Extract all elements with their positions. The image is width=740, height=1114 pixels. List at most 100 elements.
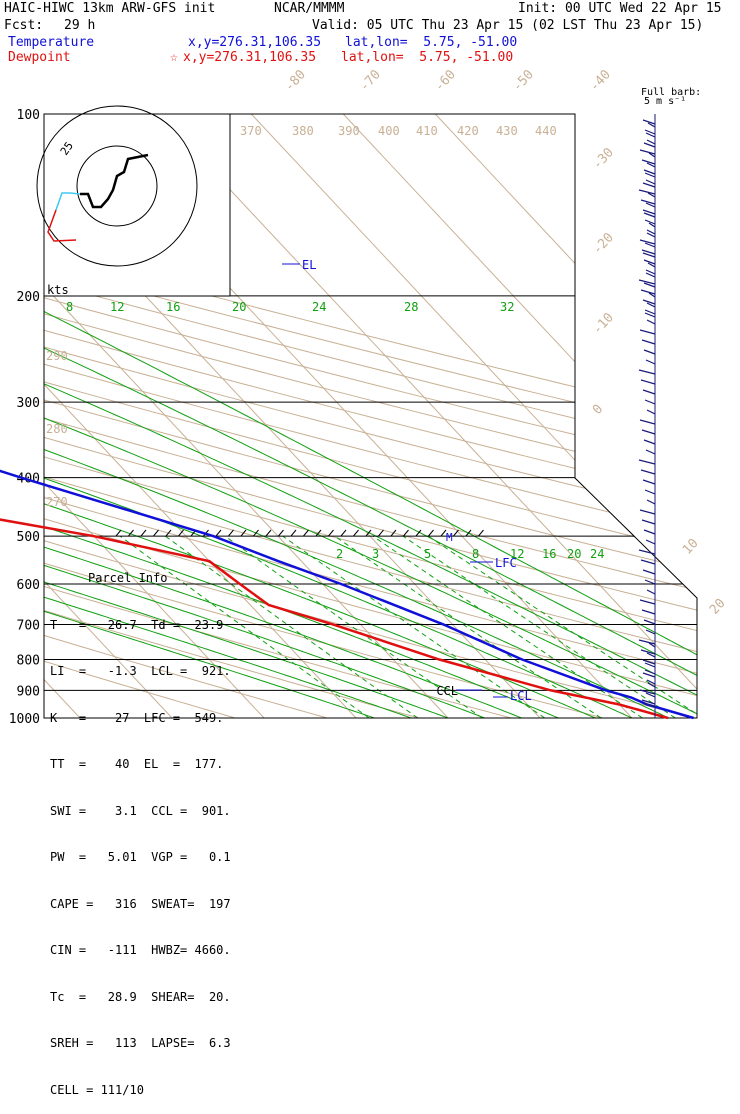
hatch-mark (478, 529, 484, 537)
isotherm-line (434, 114, 697, 718)
hodograph: 25 kts (36, 105, 231, 297)
parcel-info-title: Parcel Info (88, 571, 168, 585)
mixing-ratio-line (282, 535, 545, 718)
dry-adiabat-line (44, 114, 697, 718)
mixing-ratio-line (224, 535, 483, 718)
plot-frame (43, 113, 698, 719)
hatch-mark (228, 529, 234, 537)
isobar-grid (43, 113, 698, 719)
hodograph-trace-black (80, 153, 149, 209)
mixing-ratio-label: 20 (567, 547, 581, 561)
dry-adiabat-line (44, 114, 604, 718)
wind-barb (642, 182, 656, 188)
dry-adiabat-line (44, 114, 697, 718)
wind-barb (643, 349, 656, 355)
wind-barb (645, 629, 656, 635)
mixing-ratio-label: 5 (424, 547, 431, 561)
wind-barb (646, 679, 656, 685)
wind-barb (643, 282, 656, 288)
wind-barb (642, 672, 656, 678)
parcel-info-panel: Parcel Info T = 26.7 Td = 23.9 LI = -1.3… (50, 540, 231, 1114)
wind-barb (643, 212, 656, 218)
moist-adiabat-label: 28 (404, 300, 418, 314)
hatch-mark (315, 529, 322, 537)
dry-adiabat-line (44, 114, 697, 718)
wind-barb (639, 149, 656, 155)
wind-barb (643, 619, 656, 625)
isotherm-label: 10 (680, 536, 702, 558)
theta-label: 440 (535, 124, 557, 138)
isotherm-label: -20 (590, 230, 617, 257)
wind-barb (644, 172, 656, 178)
wind-barb (643, 169, 656, 175)
wind-barb (640, 649, 656, 655)
model-title: HAIC-HIWC 13km ARW-GFS init (4, 1, 216, 16)
dry-adiabat-line (44, 114, 697, 718)
wind-barb (644, 242, 656, 248)
hatch-mark (328, 529, 334, 537)
wind-barb (643, 529, 656, 535)
parcel-row: SWI = 3.1 CCL = 901. (50, 803, 231, 818)
wind-barb (648, 642, 656, 648)
hodograph-trace-red (47, 209, 77, 242)
isotherm-label: -70 (357, 67, 384, 94)
wind-barb (643, 439, 656, 445)
hatch-mark (378, 529, 384, 537)
isotherm-label: -10 (590, 310, 617, 337)
dry-adiabat-line (44, 114, 697, 718)
wind-barb (642, 119, 656, 125)
wind-barb (639, 509, 656, 515)
level-markers: EL LFC CCL LCL M (282, 258, 532, 703)
pressure-tick-label: 100 (17, 108, 40, 123)
pressure-tick-label: 600 (17, 578, 40, 593)
level-label-el: EL (302, 258, 316, 272)
moist-adiabat-label: 16 (166, 300, 180, 314)
theta-label: 280 (46, 422, 68, 436)
wind-barb (638, 369, 656, 375)
isotherm-line (44, 114, 173, 718)
mixing-ratio-line (372, 535, 643, 718)
wind-barb (647, 192, 656, 198)
wind-barb (644, 669, 656, 675)
hatch-mark (153, 529, 159, 537)
wind-barb (639, 689, 656, 695)
isotherm-line (44, 114, 265, 718)
parcel-row: CAPE = 316 SWEAT= 197 (50, 896, 231, 911)
mixing-ratio-line (165, 535, 419, 718)
barb-key-line2: 5 m s⁻¹ (644, 96, 686, 107)
moist-adiabat-label: 24 (312, 300, 326, 314)
moist-adiabat-label: 12 (110, 300, 124, 314)
wind-barb (646, 319, 656, 325)
wind-barb (645, 539, 656, 545)
hatch-mark (415, 529, 422, 537)
wind-barb (647, 682, 656, 688)
hatch-mark (440, 529, 447, 537)
fcst-value: 29 h (64, 18, 96, 33)
temperature-latlon: lat,lon= 5.75, -51.00 (345, 35, 518, 50)
dewpoint-marker-icon: ☆ (170, 50, 178, 65)
dry-adiabat-line (44, 114, 328, 718)
isotherm-label: -50 (510, 67, 537, 94)
pressure-tick-label: 700 (17, 618, 40, 633)
dry-adiabat-line (44, 114, 697, 718)
parcel-row: K = 27 LFC = 549. (50, 710, 224, 725)
wind-barb (638, 459, 656, 465)
mixing-ratio-line (119, 535, 370, 718)
wind-barb (641, 609, 656, 615)
hatch-mark (140, 529, 147, 537)
hatch-mark (453, 529, 459, 537)
hatch-mark (165, 529, 172, 537)
hatch-mark (403, 529, 409, 537)
wind-barb (645, 359, 656, 365)
hatch-mark (128, 529, 134, 537)
dry-adiabat-line (44, 114, 697, 718)
dry-adiabat-line (44, 114, 512, 718)
isotherm-line (342, 114, 697, 718)
dry-adiabat-line (44, 114, 697, 718)
background-lines (44, 114, 697, 718)
dry-adiabat-line (44, 114, 697, 718)
wind-barb (642, 252, 656, 258)
wind-barbs (638, 114, 656, 718)
parcel-row: CELL = 111/10 (50, 1082, 144, 1097)
wind-barb (642, 299, 656, 305)
